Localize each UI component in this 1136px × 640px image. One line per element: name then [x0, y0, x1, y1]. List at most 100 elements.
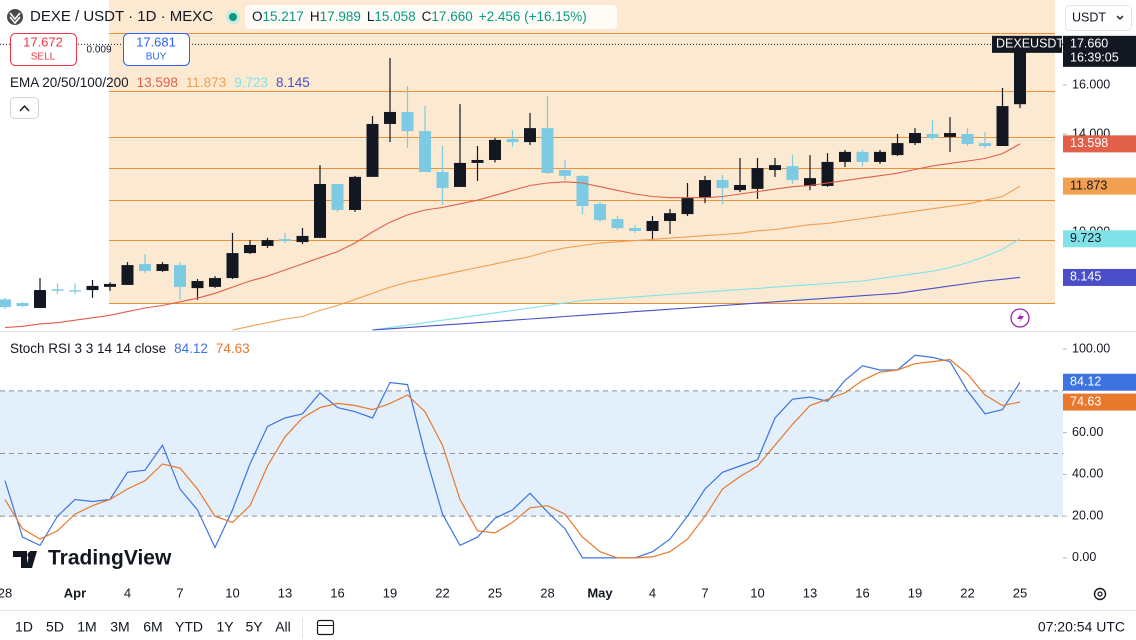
range-button[interactable]: 6M: [143, 619, 162, 635]
settings-icon[interactable]: [1093, 587, 1107, 601]
range-button[interactable]: 3M: [110, 619, 129, 635]
candle-body: [314, 183, 326, 238]
candle-body: [909, 133, 921, 144]
candle-body: [874, 151, 886, 162]
candle-body: [244, 244, 256, 254]
stoch-legend: Stoch RSI 3 3 14 14 close 84.12 74.63: [10, 341, 250, 356]
candle-body: [191, 281, 204, 289]
alert-icon-bolt[interactable]: [1017, 312, 1024, 324]
buy-price[interactable]: 17.681: [136, 34, 176, 49]
currency-select[interactable]: [1065, 5, 1132, 31]
stoch-axis-label: 74.63: [1070, 394, 1101, 408]
candle-body: [16, 303, 29, 306]
candle-body: [0, 299, 11, 307]
legend-value: 13.598: [137, 75, 178, 90]
candle-body: [944, 133, 956, 137]
sell-label[interactable]: SELL: [31, 52, 56, 63]
candle-body: [401, 111, 414, 132]
alert-icon[interactable]: [1010, 308, 1030, 328]
legend-value: 74.63: [216, 341, 250, 356]
candle-body: [296, 235, 309, 243]
range-button[interactable]: YTD: [175, 619, 203, 635]
logo-dot: [27, 551, 35, 559]
x-tick-label: 22: [435, 585, 449, 600]
candle-body: [349, 176, 361, 210]
x-tick-label: 19: [383, 585, 397, 600]
buy-button[interactable]: [123, 33, 190, 66]
candle-body: [769, 165, 781, 171]
candle-body: [926, 134, 939, 138]
candle-body: [681, 197, 694, 215]
ema-line: [372, 238, 1021, 331]
clock: 07:20:54 UTC: [1038, 619, 1125, 635]
logo-text: TradingView: [48, 547, 172, 570]
plot: [0, 36, 1063, 559]
settings-icon-center[interactable]: [1097, 591, 1103, 597]
symbol-title: DEXE / USDT · 1D · MEXC: [30, 8, 213, 25]
market-status: [229, 13, 237, 21]
candle-body: [454, 162, 466, 187]
range-button[interactable]: 1Y: [216, 619, 234, 635]
candle-body: [821, 161, 834, 186]
candle-body: [786, 166, 799, 181]
y-tick-label: 0.00: [1072, 550, 1096, 564]
ohlc-pill: [245, 5, 617, 29]
x-tick-label: 16: [855, 585, 869, 600]
currency-chevron[interactable]: [1116, 15, 1124, 20]
candle-body: [996, 106, 1009, 147]
stoch-line: [4, 354, 1021, 559]
stoch-axis-label-bg: [1063, 393, 1136, 411]
y-tick-label: 16.000: [1072, 77, 1110, 91]
collapse-icon[interactable]: [19, 104, 30, 112]
x-tick-label: 25: [1013, 585, 1027, 600]
range-button[interactable]: All: [275, 619, 291, 635]
candle-body: [611, 219, 624, 229]
x-tick-label: 4: [124, 585, 131, 600]
candle-body: [384, 111, 396, 124]
currency-label[interactable]: USDT: [1072, 10, 1106, 24]
x-tick-label: 4: [649, 585, 656, 600]
range-button[interactable]: 5D: [46, 619, 64, 635]
y-tick-label: 20.00: [1072, 508, 1103, 522]
candle-body: [139, 264, 151, 271]
range-button[interactable]: 5Y: [245, 619, 263, 635]
ohlc-key: C: [422, 9, 432, 24]
calendar-icon[interactable]: [316, 619, 335, 636]
candle-body: [559, 170, 571, 176]
legend-value: 11.873: [186, 75, 226, 90]
candle-body: [69, 290, 81, 292]
candle-body: [891, 143, 904, 156]
y-tick-label: 60.00: [1072, 425, 1103, 439]
ema-axis-label: 9.723: [1070, 231, 1101, 245]
legend-title: Stoch RSI 3 3 14 14 close: [10, 341, 166, 356]
candle-body: [34, 290, 46, 308]
x-tick-label: 16: [330, 585, 344, 600]
sell-button[interactable]: [10, 33, 77, 66]
range-button[interactable]: 1M: [77, 619, 96, 635]
candle-body: [86, 285, 99, 291]
ema-axis-label-bg: [1063, 135, 1136, 153]
candle-body: [174, 265, 186, 287]
candle-body: [419, 131, 431, 172]
candle-body: [524, 128, 536, 143]
collapse-button[interactable]: [10, 97, 39, 119]
ohlc-value: 15.217: [263, 9, 304, 24]
candle-body: [629, 228, 641, 232]
x-tick-label: 28: [540, 585, 554, 600]
candle-body: [541, 128, 554, 173]
buy-label[interactable]: BUY: [146, 52, 167, 63]
ema-line: [372, 276, 1021, 331]
candle-body: [489, 139, 501, 160]
sell-price[interactable]: 17.672: [23, 34, 63, 49]
candle-body: [51, 289, 64, 291]
drawn-zone: [109, 0, 1055, 303]
ema-line: [232, 185, 1021, 331]
candle-body: [839, 151, 851, 162]
candle-body: [366, 123, 379, 177]
last-price: 17.660: [1070, 37, 1108, 51]
range-button[interactable]: 1D: [15, 619, 33, 635]
candle-body: [331, 183, 344, 210]
ema-axis-label: 13.598: [1070, 136, 1108, 150]
stoch-axis-label: 84.12: [1070, 375, 1101, 389]
candle-body: [471, 159, 484, 163]
